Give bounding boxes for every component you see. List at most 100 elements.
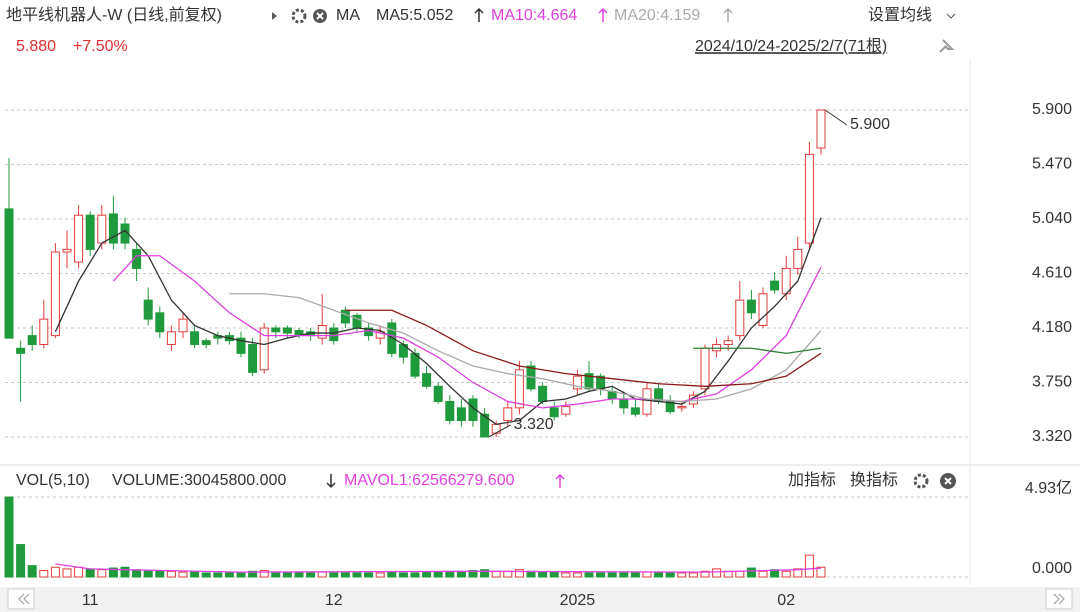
settings-button[interactable]: 设置均线 [868, 6, 932, 24]
candle-body [735, 299, 745, 337]
candle-body [677, 406, 687, 409]
candle-body [572, 375, 582, 390]
candle-body [166, 331, 176, 345]
candle-body [584, 373, 594, 390]
ma-line [112, 255, 822, 409]
ma20-value: MA20:4.159 [614, 7, 700, 24]
mavol-value: MAVOL1:62566279.600 [344, 472, 515, 489]
y-tick-label: 0.000 [1032, 560, 1072, 577]
chevron [946, 13, 956, 19]
volume-bar [654, 572, 664, 578]
candle-body [746, 299, 756, 314]
candle-body [758, 293, 768, 326]
candle-body [665, 401, 675, 413]
candle-body [642, 388, 652, 415]
candle-body [236, 337, 246, 354]
candle-body [282, 327, 292, 334]
date-range[interactable]: 2024/10/24-2025/2/7(71根) [695, 37, 887, 55]
volume-bar [491, 570, 501, 578]
candle-body [329, 327, 339, 342]
candle-body [62, 248, 72, 253]
candle-body [514, 369, 524, 409]
candle-body [503, 407, 513, 422]
candle-body [340, 309, 350, 324]
volume-bar [422, 571, 432, 578]
volume-bar [387, 571, 397, 578]
volume-bar [665, 572, 675, 578]
volume-bar [27, 565, 37, 578]
volume-bar [166, 570, 176, 578]
annotation-arrow [824, 109, 848, 126]
scroll-left-icon [18, 593, 30, 605]
candle-body [201, 340, 211, 345]
up-arrow [474, 7, 484, 22]
volume-bar [630, 572, 640, 578]
volume-bar [700, 570, 710, 578]
ma-line [693, 347, 822, 355]
volume-bar [352, 572, 362, 578]
candle-body [445, 401, 455, 422]
candle-body [723, 340, 733, 345]
candle-body [317, 324, 327, 339]
scrollbar[interactable] [0, 587, 1080, 612]
volume-bar [642, 571, 652, 578]
candle-body [85, 214, 95, 250]
volume-bar [816, 566, 826, 578]
volume-bar [74, 566, 84, 578]
volume-bar [259, 570, 269, 578]
volume-bar [596, 572, 606, 578]
up-arrow [598, 7, 608, 22]
pin-icon[interactable] [939, 39, 955, 53]
scroll-right-icon [1053, 593, 1065, 605]
candle-body [39, 318, 49, 345]
candle-body [375, 331, 385, 339]
annotation-label: 5.900 [850, 116, 890, 133]
gear-icon[interactable] [913, 473, 929, 489]
scroll-left[interactable] [7, 588, 35, 610]
volume-bar [294, 572, 304, 578]
candle-body [468, 398, 478, 422]
volume-bar [758, 570, 768, 578]
volume-bar [607, 572, 617, 578]
volume-bar [97, 569, 107, 578]
add-indicator[interactable]: 加指标 [788, 471, 836, 489]
expand-icon[interactable] [272, 12, 277, 20]
candle-body [561, 406, 571, 415]
up-arrow [723, 7, 733, 22]
y-tick-label: 4.610 [1032, 265, 1072, 282]
candle-body [793, 248, 803, 269]
volume-bar [398, 572, 408, 578]
y-tick-label: 4.180 [1032, 319, 1072, 336]
volume-bar [62, 568, 72, 578]
volume-bar [538, 571, 548, 578]
volume-bar [178, 571, 188, 578]
gear-icon[interactable] [291, 8, 307, 24]
candle-body [190, 331, 200, 345]
volume-bar [584, 572, 594, 578]
candle-body [16, 347, 26, 354]
candle-body [804, 153, 814, 244]
volume-bar [50, 566, 60, 578]
volume-bar [248, 570, 258, 578]
volume-bar [85, 568, 95, 578]
volume-bar [39, 570, 49, 578]
volume-bar [503, 570, 513, 578]
candle-body [132, 248, 142, 269]
volume-bar [688, 572, 698, 578]
candle-body [27, 335, 37, 345]
candle-body [108, 213, 118, 244]
ma-line [345, 309, 822, 387]
vol-label: VOL(5,10) [16, 472, 90, 489]
volume-bar [4, 496, 14, 578]
candle-body [259, 327, 269, 371]
y-tick-label: 5.470 [1032, 156, 1072, 173]
volume-bar [306, 572, 316, 578]
switch-indicator[interactable]: 换指标 [850, 471, 898, 489]
mavol-line [55, 563, 822, 573]
volume-bar [143, 570, 153, 578]
volume-bar [120, 566, 130, 578]
candle-body [433, 385, 443, 403]
change-pct: +7.50% [73, 38, 128, 55]
candle-body [816, 109, 826, 149]
